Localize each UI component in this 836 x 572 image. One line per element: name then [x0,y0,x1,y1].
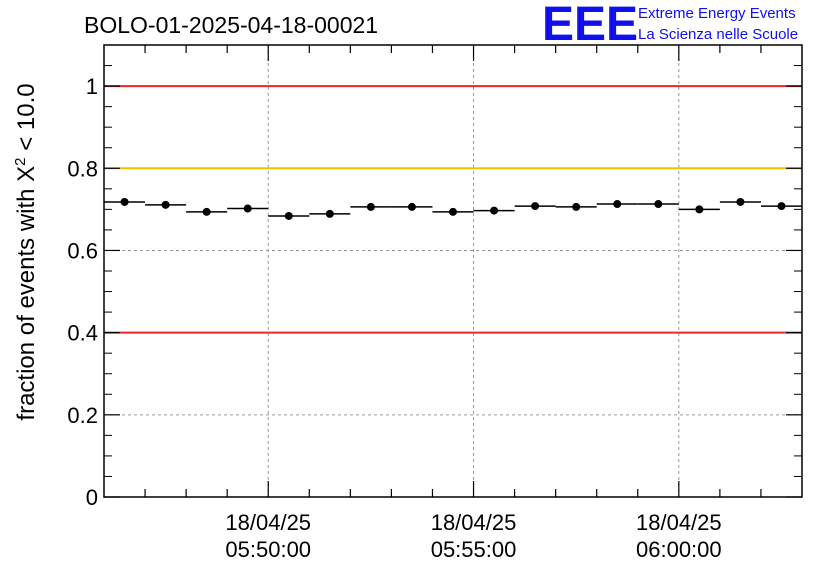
y-label-sup: 2 [12,157,29,165]
point-marker [531,202,540,211]
plot-frame [103,44,803,498]
data-point [678,205,720,214]
data-point [760,202,802,211]
data-point [637,200,679,209]
point-marker [736,197,745,206]
point-marker [243,204,252,213]
y-label-chi: Χ [13,166,40,182]
data-point [104,197,146,206]
data-point [719,197,761,206]
y-tick-label: 0.4 [67,321,98,346]
data-point [309,209,351,218]
y-tick-label: 1 [86,74,98,99]
y-tick-label: 0 [86,485,98,510]
logo-line-1: Extreme Energy Events [638,5,796,22]
plot-area: 00.20.40.60.8118/04/2505:50:0018/04/2505… [67,44,803,562]
point-marker [654,200,663,209]
data-point [350,202,392,211]
data-point [514,202,556,211]
y-tick-label: 0.2 [67,403,98,428]
y-tick-label: 0.6 [67,238,98,263]
data-point [145,200,187,209]
point-marker [366,202,375,211]
point-marker [572,202,581,211]
point-marker [325,209,334,218]
x-tick-time-label: 06:00:00 [636,537,722,562]
x-tick-date-label: 18/04/25 [225,510,311,535]
point-marker [777,202,786,211]
eee-logo: EEE Extreme Energy Events La Scienza nel… [542,0,798,51]
x-tick-date-label: 18/04/25 [636,510,722,535]
point-marker [202,207,211,216]
point-marker [284,211,293,220]
data-point [596,200,638,209]
logo-line-2: La Scienza nelle Scuole [638,26,798,43]
y-label-prefix: fraction of events with [13,182,40,421]
logo-mark: EEE [542,0,638,51]
point-marker [120,197,129,206]
y-axis-label: fraction of events with Χ2 < 10.0 [12,83,40,420]
data-point [227,204,269,213]
point-marker [695,205,704,214]
data-point [186,207,228,216]
x-tick-time-label: 05:55:00 [431,537,517,562]
point-marker [490,206,499,215]
data-point [268,211,310,220]
y-tick-label: 0.8 [67,156,98,181]
chart-title: BOLO-01-2025-04-18-00021 [84,12,378,38]
x-tick-time-label: 05:50:00 [225,537,311,562]
data-point [473,206,515,215]
point-marker [407,202,416,211]
data-point [391,202,433,211]
point-marker [161,200,170,209]
y-label-suffix: < 10.0 [13,83,40,157]
point-marker [449,207,457,216]
x-tick-date-label: 18/04/25 [431,510,517,535]
data-point [555,202,597,211]
data-point [432,207,474,216]
point-marker [613,200,622,209]
